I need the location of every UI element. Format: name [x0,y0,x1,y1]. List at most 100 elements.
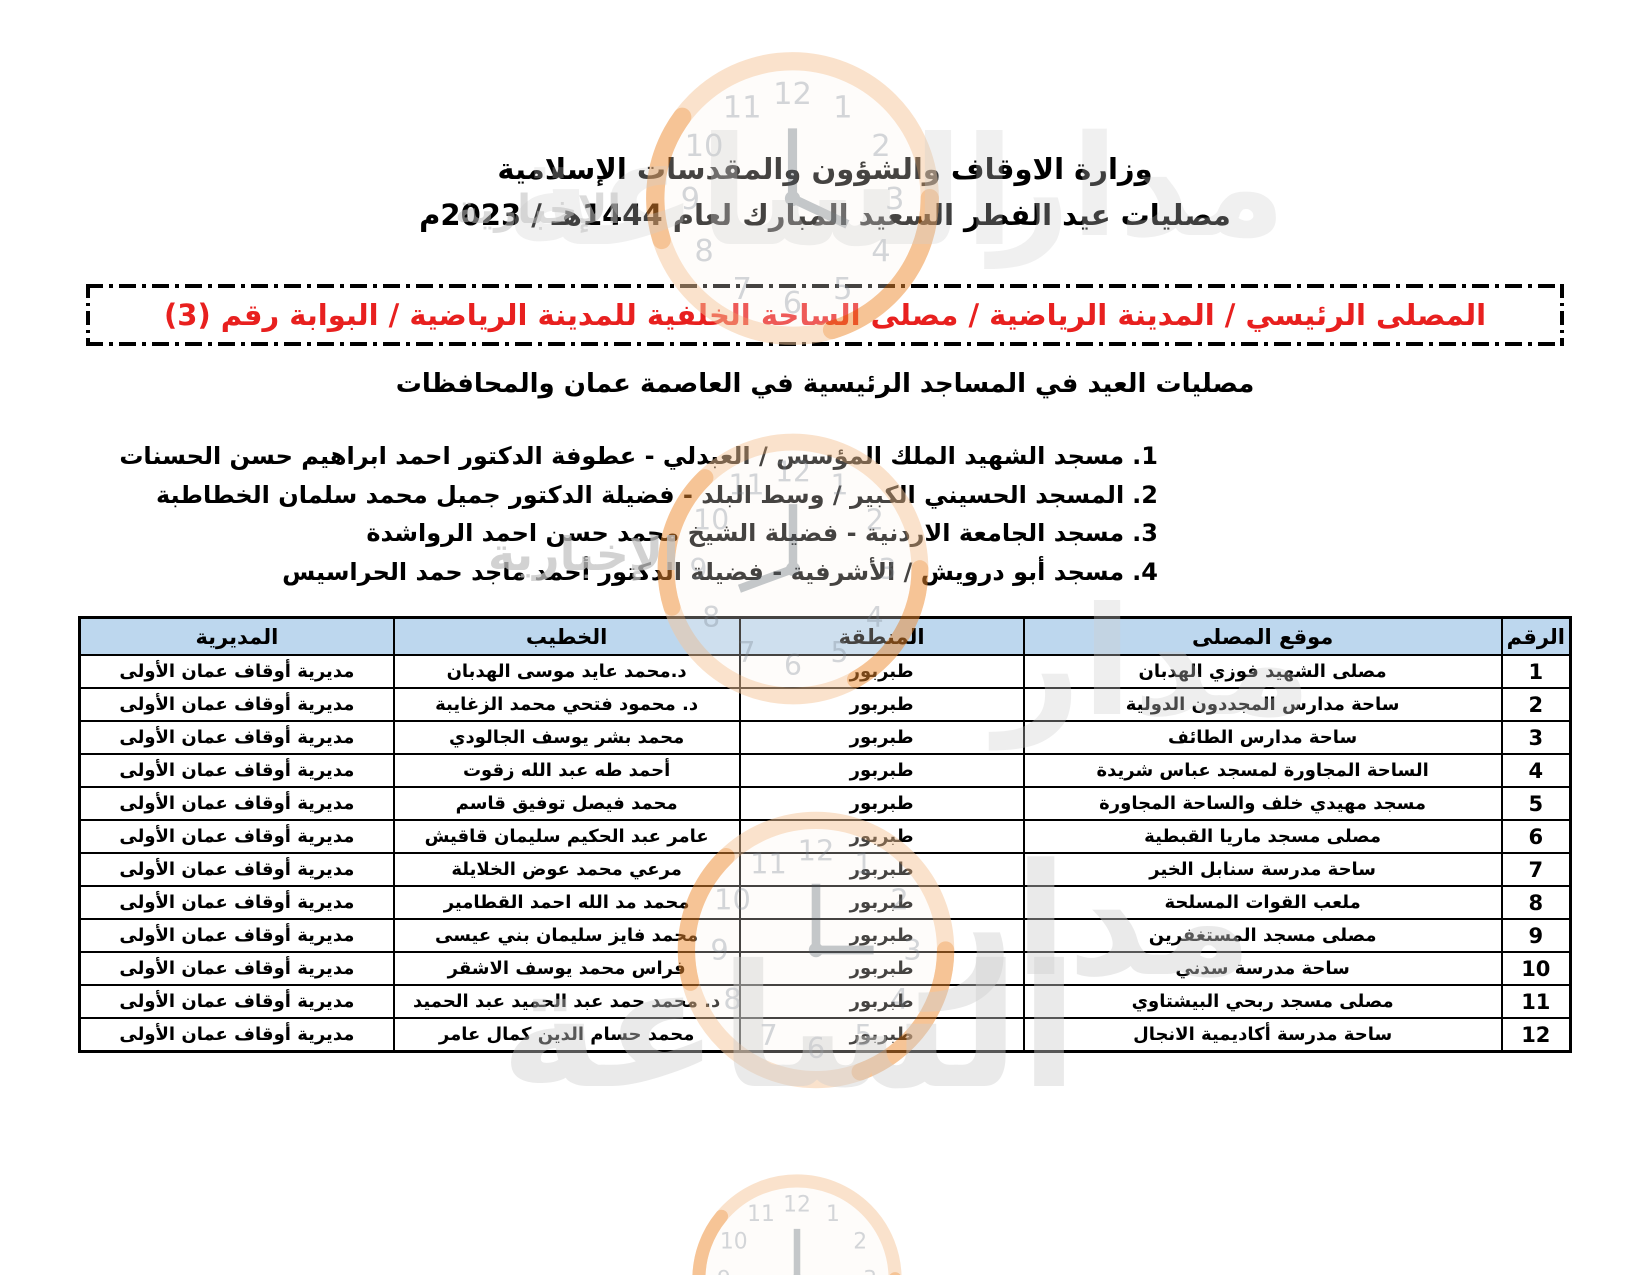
cell-area: طبربور [738,984,1025,1019]
cell-area: طبربور [738,918,1025,953]
svg-text:9: 9 [717,1268,731,1275]
cell-location: مسجد مهيدي خلف والساحة المجاورة [1022,786,1503,821]
cell-location: ساحة مدارس الطائف [1022,720,1503,755]
cell-number: 11 [1500,984,1572,1019]
cell-preacher: محمد فايز سليمان بني عيسى [392,918,741,953]
banner-border-right [1560,284,1564,346]
cell-location: ملعب القوات المسلحة [1022,885,1503,920]
cell-preacher: محمد حسام الدين كمال عامر [392,1017,741,1053]
cell-number: 9 [1500,918,1572,953]
list-item-number: 4. [1132,557,1158,586]
table-row: 11 مصلى مسجد ربحي البيشتاوي طبربور د. مح… [78,984,1572,1019]
cell-number: 6 [1500,819,1572,854]
cell-location: ساحة مدرسة سنابل الخير [1022,852,1503,887]
cell-location: ساحة مدارس المجددون الدولية [1022,687,1503,722]
cell-preacher: محمد بشر يوسف الجالودي [392,720,741,755]
table-row: 4 الساحة المجاورة لمسجد عباس شريدة طبربو… [78,753,1572,788]
cell-number: 5 [1500,786,1572,821]
list-item-text: مسجد الشهيد الملك المؤسس / العبدلي - عطو… [119,442,1125,470]
cell-location: ساحة مدرسة أكاديمية الانجال [1022,1017,1503,1053]
cell-area: طبربور [738,786,1025,821]
svg-text:8: 8 [694,234,713,269]
table-row: 9 مصلى مسجد المستغفرين طبربور محمد فايز … [78,918,1572,953]
ministry-title: وزارة الاوقاف والشؤون والمقدسات الإسلامي… [497,152,1153,186]
svg-text:4: 4 [871,234,890,269]
cell-directorate: مديرية أوقاف عمان الأولى [78,1017,395,1053]
svg-text:12: 12 [773,77,812,112]
cell-preacher: محمد فيصل توفيق قاسم [392,786,741,821]
cell-number: 10 [1500,951,1572,986]
table-row: 5 مسجد مهيدي خلف والساحة المجاورة طبربور… [78,786,1572,821]
cell-directorate: مديرية أوقاف عمان الأولى [78,984,395,1019]
list-item-number: 1. [1132,442,1158,470]
cell-directorate: مديرية أوقاف عمان الأولى [78,654,395,689]
list-item-text: مسجد الجامعة الاردنية - فضيلة الشيخ محمد… [366,519,1125,547]
section-subtitle: مصليات العيد في المساجد الرئيسية في العا… [395,369,1255,399]
table-row: 8 ملعب القوات المسلحة طبربور محمد مد الل… [78,885,1572,920]
svg-text:2: 2 [853,1229,867,1254]
column-header-directorate: المديرية [78,616,395,656]
cell-number: 12 [1500,1017,1572,1053]
list-item-text: المسجد الحسيني الكبير / وسط البلد - فضيل… [155,480,1125,509]
cell-preacher: مرعي محمد عوض الخلايلة [392,852,741,887]
cell-directorate: مديرية أوقاف عمان الأولى [78,885,395,920]
cell-number: 8 [1500,885,1572,920]
cell-directorate: مديرية أوقاف عمان الأولى [78,786,395,821]
cell-number: 1 [1500,654,1572,689]
main-mosques-list: 1.مسجد الشهيد الملك المؤسس / العبدلي - ع… [119,437,1158,591]
cell-directorate: مديرية أوقاف عمان الأولى [78,918,395,953]
banner-text: المصلى الرئيسي / المدينة الرياضية / مصلى… [163,298,1487,332]
svg-text:12: 12 [783,1192,811,1217]
cell-directorate: مديرية أوقاف عمان الأولى [78,753,395,788]
cell-area: طبربور [738,753,1025,788]
list-item: 3.مسجد الجامعة الاردنية - فضيلة الشيخ مح… [119,514,1158,553]
svg-text:11: 11 [723,91,762,126]
cell-number: 3 [1500,720,1572,755]
cell-number: 2 [1500,687,1572,722]
cell-directorate: مديرية أوقاف عمان الأولى [78,951,395,986]
cell-preacher: أحمد طه عبد الله زقوت [392,753,741,788]
cell-location: مصلى مسجد ربحي البيشتاوي [1022,984,1503,1019]
cell-number: 4 [1500,753,1572,788]
document-header: وزارة الاوقاف والشؤون والمقدسات الإسلامي… [0,146,1650,238]
cell-preacher: عامر عبد الحكيم سليمان قاقيش [392,819,741,854]
list-item-text: مسجد أبو درويش / الأشرفية - فضيلة الدكتو… [282,557,1125,586]
cell-preacher: د.محمد عايد موسى الهدبان [392,654,741,689]
cell-area: طبربور [738,654,1025,689]
cell-directorate: مديرية أوقاف عمان الأولى [78,687,395,722]
table-row: 7 ساحة مدرسة سنابل الخير طبربور مرعي محم… [78,852,1572,887]
event-title: مصليات عيد الفطر السعيد المبارك لعام 144… [419,198,1231,232]
table-row: 10 ساحة مدرسة سدني طبربور فراس محمد يوسف… [78,951,1572,986]
cell-area: طبربور [738,720,1025,755]
cell-location: مصلى مسجد المستغفرين [1022,918,1503,953]
cell-area: طبربور [738,819,1025,854]
table-row: 3 ساحة مدارس الطائف طبربور محمد بشر يوسف… [78,720,1572,755]
cell-area: طبربور [738,687,1025,722]
cell-location: مصلى مسجد ماريا القبطية [1022,819,1503,854]
cell-preacher: محمد مد الله احمد القطامير [392,885,741,920]
cell-directorate: مديرية أوقاف عمان الأولى [78,819,395,854]
svg-text:11: 11 [747,1202,775,1227]
table-row: 6 مصلى مسجد ماريا القبطية طبربور عامر عب… [78,819,1572,854]
cell-area: طبربور [738,1017,1025,1053]
cell-directorate: مديرية أوقاف عمان الأولى [78,720,395,755]
svg-text:3: 3 [863,1268,877,1275]
table-row: 1 مصلى الشهيد فوزي الهدبان طبربور د.محمد… [78,654,1572,689]
cell-number: 7 [1500,852,1572,887]
list-item-number: 2. [1132,480,1158,509]
svg-text:10: 10 [720,1229,748,1254]
banner-border-top [86,284,1564,288]
cell-preacher: د. محمد حمد عبد الحميد عبد الحميد [392,984,741,1019]
cell-area: طبربور [738,951,1025,986]
table-row: 12 ساحة مدرسة أكاديمية الانجال طبربور مح… [78,1017,1572,1053]
cell-area: طبربور [738,852,1025,887]
svg-text:1: 1 [833,91,852,126]
cell-location: ساحة مدرسة سدني [1022,951,1503,986]
column-header-location: موقع المصلى [1022,616,1503,656]
cell-directorate: مديرية أوقاف عمان الأولى [78,852,395,887]
prayer-locations-table: الرقم موقع المصلى المنطقة الخطيب المديري… [78,616,1572,1053]
banner-border-left [86,284,90,346]
banner-border-bottom [86,342,1564,346]
